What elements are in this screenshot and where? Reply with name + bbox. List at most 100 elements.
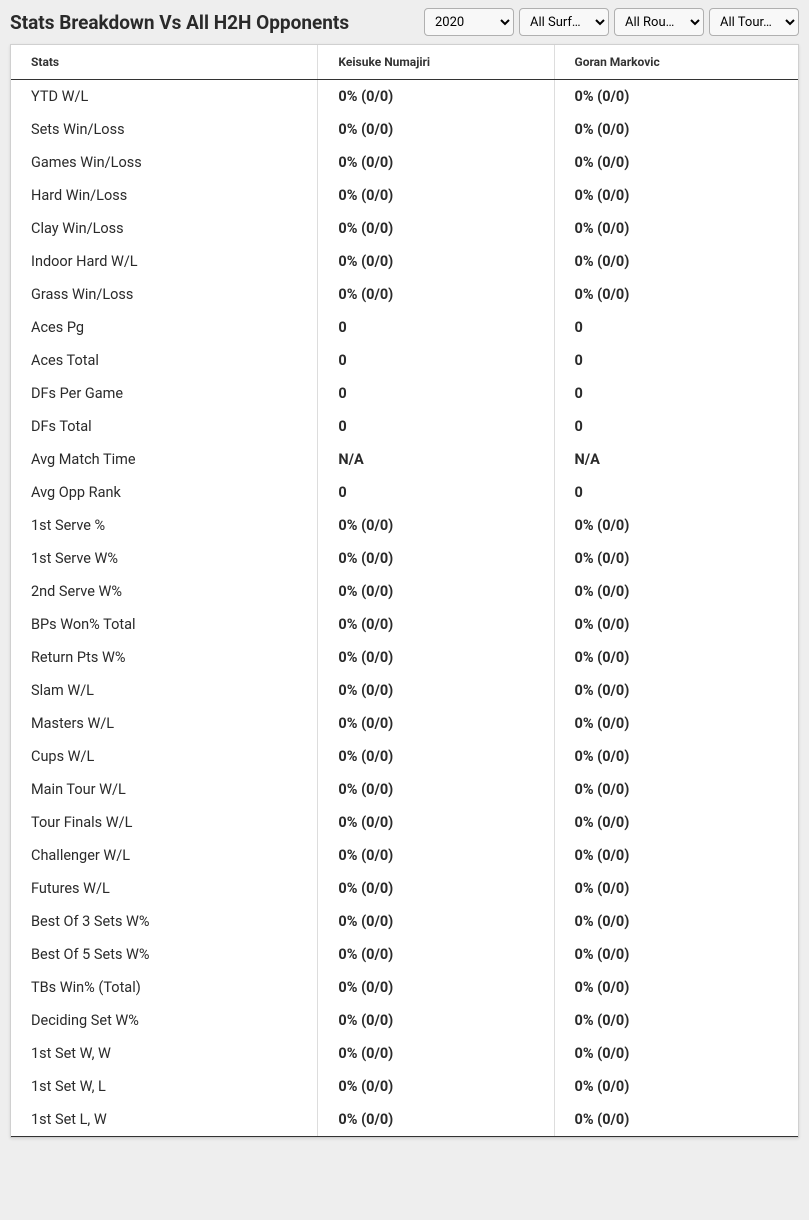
- stat-label: YTD W/L: [11, 80, 318, 114]
- stat-value: 0% (0/0): [318, 1070, 554, 1103]
- stat-value: 0: [318, 410, 554, 443]
- table-row: Best Of 3 Sets W%0% (0/0)0% (0/0): [11, 905, 798, 938]
- stat-label: Clay Win/Loss: [11, 212, 318, 245]
- stat-label: 2nd Serve W%: [11, 575, 318, 608]
- stat-value: 0: [554, 476, 798, 509]
- stat-label: Indoor Hard W/L: [11, 245, 318, 278]
- surface-select[interactable]: All Surf…: [519, 8, 609, 36]
- stat-value: 0% (0/0): [554, 212, 798, 245]
- table-row: Indoor Hard W/L0% (0/0)0% (0/0): [11, 245, 798, 278]
- table-row: Aces Pg00: [11, 311, 798, 344]
- stat-value: 0: [318, 344, 554, 377]
- stat-value: 0% (0/0): [554, 872, 798, 905]
- stat-value: 0% (0/0): [318, 179, 554, 212]
- table-row: Deciding Set W%0% (0/0)0% (0/0): [11, 1004, 798, 1037]
- table-row: DFs Per Game00: [11, 377, 798, 410]
- stat-label: Tour Finals W/L: [11, 806, 318, 839]
- table-row: Masters W/L0% (0/0)0% (0/0): [11, 707, 798, 740]
- stat-value: 0% (0/0): [318, 278, 554, 311]
- stat-value: 0% (0/0): [554, 509, 798, 542]
- table-row: Sets Win/Loss0% (0/0)0% (0/0): [11, 113, 798, 146]
- stat-value: 0% (0/0): [318, 1103, 554, 1137]
- stat-value: 0% (0/0): [318, 641, 554, 674]
- stat-value: 0% (0/0): [318, 509, 554, 542]
- stats-table: Stats Keisuke Numajiri Goran Markovic YT…: [11, 45, 798, 1137]
- table-row: Best Of 5 Sets W%0% (0/0)0% (0/0): [11, 938, 798, 971]
- table-row: 1st Set L, W0% (0/0)0% (0/0): [11, 1103, 798, 1137]
- stat-label: BPs Won% Total: [11, 608, 318, 641]
- stat-value: 0% (0/0): [318, 971, 554, 1004]
- stat-value: 0% (0/0): [318, 575, 554, 608]
- table-row: Grass Win/Loss0% (0/0)0% (0/0): [11, 278, 798, 311]
- stat-label: Grass Win/Loss: [11, 278, 318, 311]
- stat-label: Aces Total: [11, 344, 318, 377]
- table-row: TBs Win% (Total)0% (0/0)0% (0/0): [11, 971, 798, 1004]
- stat-value: 0: [318, 377, 554, 410]
- stat-label: Best Of 5 Sets W%: [11, 938, 318, 971]
- stat-value: 0% (0/0): [554, 113, 798, 146]
- stat-value: 0: [554, 311, 798, 344]
- stat-value: 0: [554, 410, 798, 443]
- table-row: Slam W/L0% (0/0)0% (0/0): [11, 674, 798, 707]
- stat-value: 0% (0/0): [554, 938, 798, 971]
- table-row: 1st Serve %0% (0/0)0% (0/0): [11, 509, 798, 542]
- stat-value: 0% (0/0): [318, 674, 554, 707]
- stat-label: DFs Per Game: [11, 377, 318, 410]
- stat-label: 1st Set W, L: [11, 1070, 318, 1103]
- stat-value: 0% (0/0): [554, 839, 798, 872]
- stat-label: Main Tour W/L: [11, 773, 318, 806]
- table-row: 1st Set W, W0% (0/0)0% (0/0): [11, 1037, 798, 1070]
- table-row: Challenger W/L0% (0/0)0% (0/0): [11, 839, 798, 872]
- stat-value: 0% (0/0): [318, 740, 554, 773]
- stat-value: 0: [318, 476, 554, 509]
- stat-label: Futures W/L: [11, 872, 318, 905]
- stat-value: 0% (0/0): [554, 575, 798, 608]
- stat-value: 0% (0/0): [318, 938, 554, 971]
- stat-value: 0% (0/0): [554, 542, 798, 575]
- stat-label: 1st Serve %: [11, 509, 318, 542]
- table-row: 1st Set W, L0% (0/0)0% (0/0): [11, 1070, 798, 1103]
- stat-value: 0% (0/0): [318, 905, 554, 938]
- page-title: Stats Breakdown Vs All H2H Opponents: [10, 11, 349, 34]
- stat-value: 0% (0/0): [318, 245, 554, 278]
- stat-value: 0% (0/0): [318, 1037, 554, 1070]
- stat-label: 1st Set L, W: [11, 1103, 318, 1137]
- table-header-row: Stats Keisuke Numajiri Goran Markovic: [11, 45, 798, 80]
- year-select[interactable]: 2020: [424, 8, 514, 36]
- table-row: Clay Win/Loss0% (0/0)0% (0/0): [11, 212, 798, 245]
- table-row: Main Tour W/L0% (0/0)0% (0/0): [11, 773, 798, 806]
- stat-value: 0% (0/0): [554, 674, 798, 707]
- stat-value: 0% (0/0): [318, 80, 554, 114]
- stat-value: 0% (0/0): [554, 773, 798, 806]
- table-row: Return Pts W%0% (0/0)0% (0/0): [11, 641, 798, 674]
- stat-label: 1st Set W, W: [11, 1037, 318, 1070]
- table-row: Futures W/L0% (0/0)0% (0/0): [11, 872, 798, 905]
- stat-label: DFs Total: [11, 410, 318, 443]
- stat-label: Deciding Set W%: [11, 1004, 318, 1037]
- stat-value: 0% (0/0): [318, 542, 554, 575]
- stat-value: 0% (0/0): [318, 146, 554, 179]
- stat-label: Return Pts W%: [11, 641, 318, 674]
- stat-value: 0% (0/0): [554, 1004, 798, 1037]
- table-row: Cups W/L0% (0/0)0% (0/0): [11, 740, 798, 773]
- stat-label: Avg Match Time: [11, 443, 318, 476]
- table-row: YTD W/L0% (0/0)0% (0/0): [11, 80, 798, 114]
- stat-label: Challenger W/L: [11, 839, 318, 872]
- stat-value: 0% (0/0): [554, 905, 798, 938]
- stat-value: 0% (0/0): [318, 707, 554, 740]
- stat-value: 0% (0/0): [318, 113, 554, 146]
- stat-value: 0% (0/0): [554, 806, 798, 839]
- stat-label: TBs Win% (Total): [11, 971, 318, 1004]
- table-row: 2nd Serve W%0% (0/0)0% (0/0): [11, 575, 798, 608]
- tour-select[interactable]: All Tour…: [709, 8, 799, 36]
- stat-label: Hard Win/Loss: [11, 179, 318, 212]
- stat-label: Aces Pg: [11, 311, 318, 344]
- filters: 2020 All Surf… All Rou… All Tour…: [424, 8, 799, 36]
- stat-value: 0% (0/0): [554, 608, 798, 641]
- stat-value: 0% (0/0): [318, 872, 554, 905]
- table-row: Tour Finals W/L0% (0/0)0% (0/0): [11, 806, 798, 839]
- stat-value: 0% (0/0): [554, 740, 798, 773]
- stat-value: 0: [554, 377, 798, 410]
- round-select[interactable]: All Rou…: [614, 8, 704, 36]
- stat-label: Games Win/Loss: [11, 146, 318, 179]
